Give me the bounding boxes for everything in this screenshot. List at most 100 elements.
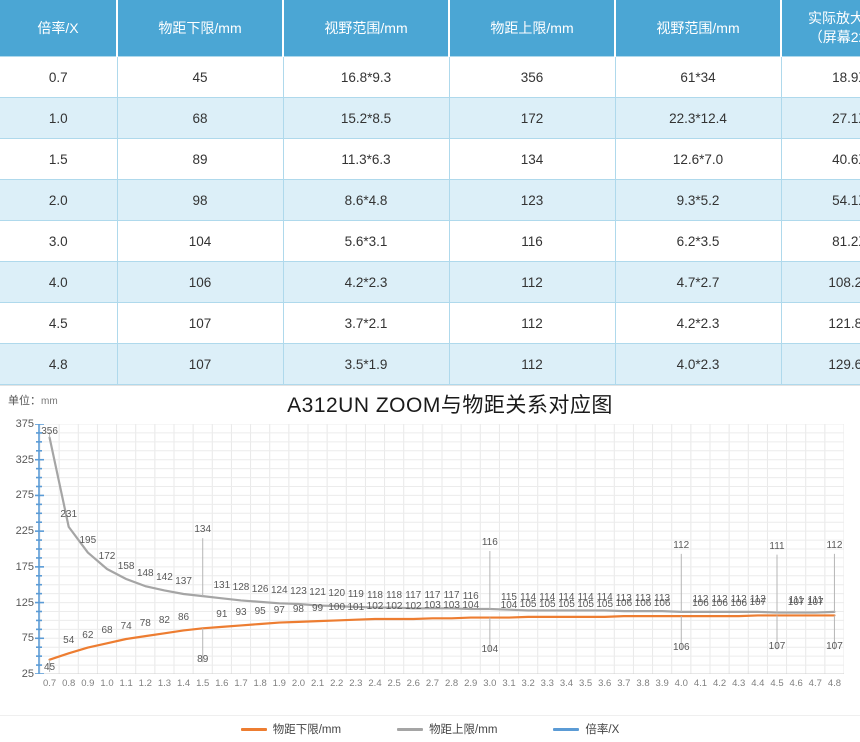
x-tick-label: 4.6	[789, 678, 803, 689]
legend-item[interactable]: 物距上限/mm	[397, 721, 497, 737]
chart-x-axis-labels: 0.7 0.8 0.9 1.0 1.1 1.2 1.3 1.4 1.5 1.6 1.7 1.8 1.9 2…	[40, 678, 844, 692]
data-label-lower: 107	[787, 597, 805, 609]
data-label-lower: 78	[139, 618, 151, 630]
y-tick-label: 375	[15, 418, 34, 430]
cell-wd-min: 107	[117, 343, 284, 385]
y-tick-label: 125	[15, 596, 34, 609]
column-header-fov-max: 视野范围/mm	[615, 0, 782, 57]
x-tick-label: 1.1	[119, 678, 133, 689]
data-label-upper: 117	[405, 590, 422, 602]
data-label-upper: 131	[213, 580, 231, 592]
x-tick-label: 3.4	[559, 678, 574, 689]
cell-fov-max: 61*34	[615, 56, 782, 98]
cell-magnification: 4.5	[0, 302, 118, 344]
column-header-wd-max: 物距上限/mm	[449, 0, 616, 57]
data-label-upper: 113	[635, 593, 651, 605]
legend-item[interactable]: 倍率/X	[553, 721, 619, 737]
cell-actual-magnification: 129.6X	[781, 343, 860, 385]
data-label-lower: 107	[768, 641, 786, 653]
data-label-upper: 142	[156, 572, 173, 584]
x-tick-label: 4.1	[693, 678, 708, 689]
column-header-fov-min: 视野范围/mm	[283, 0, 450, 57]
cell-fov-max: 9.3*5.2	[615, 179, 782, 221]
data-label-upper: 356	[41, 426, 58, 437]
cell-actual-magnification: 54.1X	[781, 179, 860, 221]
cell-magnification: 0.7	[0, 56, 118, 98]
x-tick-label: 2.5	[387, 678, 401, 689]
column-header-actual-magnification-line1: 实际放大倍率	[808, 10, 860, 27]
data-label-upper: 114	[577, 592, 594, 604]
data-label-upper: 128	[232, 582, 250, 594]
data-label-lower: 95	[254, 606, 266, 617]
x-tick-label: 0.8	[62, 678, 76, 689]
data-label-lower: 91	[216, 608, 228, 620]
series-line-1	[48, 436, 836, 614]
cell-fov-max: 22.3*12.4	[615, 97, 782, 139]
data-label-lower: 103	[443, 600, 460, 612]
data-label-upper: 116	[462, 591, 479, 602]
legend-label: 物距上限/mm	[429, 724, 498, 736]
legend-label: 物距下限/mm	[272, 724, 342, 736]
cell-wd-min: 98	[117, 179, 284, 221]
data-label-upper: 114	[558, 592, 575, 604]
cell-magnification: 4.8	[0, 343, 118, 385]
cell-magnification: 3.0	[0, 220, 118, 262]
data-label-upper: 119	[347, 588, 364, 600]
chart-y-axis-labels: 25 75 125 175 225 275 325 375	[0, 418, 38, 680]
cell-wd-min: 45	[117, 56, 284, 98]
x-tick-label: 4.4	[751, 678, 765, 689]
x-tick-label: 1.4	[176, 678, 191, 689]
data-label-upper: 112	[730, 593, 747, 605]
spec-table-header-row: 倍率/X 物距下限/mm 视野范围/mm 物距上限/mm 视野范围/mm 实际放…	[0, 0, 860, 57]
data-label-lower: 101	[347, 601, 365, 613]
x-tick-label: 3.7	[617, 678, 631, 689]
x-tick-label: 2.2	[330, 678, 344, 689]
data-label-lower: 107	[749, 597, 767, 609]
x-tick-label: 1.9	[272, 678, 286, 689]
x-tick-label: 2.0	[291, 678, 306, 689]
data-label-upper: 114	[539, 592, 556, 604]
data-label-upper: 112	[826, 539, 843, 551]
chart-svg	[40, 424, 844, 674]
x-tick-label: 1.2	[138, 678, 152, 689]
data-label-lower: 104	[481, 643, 499, 655]
column-header-actual-magnification: 实际放大倍率 （屏幕22in）	[781, 0, 860, 57]
spec-table-head: 倍率/X 物距下限/mm 视野范围/mm 物距上限/mm 视野范围/mm 实际放…	[0, 0, 860, 57]
data-label-upper: 114	[596, 592, 613, 604]
y-tick-label: 25	[21, 668, 34, 680]
x-tick-label: 3.5	[578, 678, 593, 689]
cell-fov-min: 4.2*2.3	[283, 261, 450, 303]
chart-gridlines	[40, 424, 844, 674]
x-tick-label: 1.7	[234, 678, 248, 689]
data-label-upper: 112	[673, 539, 690, 551]
data-label-upper: 121	[309, 587, 326, 599]
x-tick-label: 3.0	[483, 678, 497, 689]
zoom-working-distance-chart: 单位：mm A312UN ZOOM与物距关系对应图 25 75 125 175 225 2…	[0, 385, 860, 742]
x-tick-label: 2.6	[406, 678, 420, 689]
cell-fov-max: 4.7*2.7	[615, 261, 782, 303]
x-tick-label: 2.7	[425, 678, 440, 689]
x-tick-label: 1.0	[100, 678, 114, 689]
cell-actual-magnification: 40.6X	[781, 138, 860, 180]
data-label-lower: 104	[462, 599, 480, 611]
y-tick-label: 75	[21, 632, 34, 645]
legend-swatch-icon	[240, 727, 267, 731]
data-label-lower: 105	[596, 598, 614, 610]
cell-wd-max: 112	[449, 261, 616, 303]
y-tick-label: 325	[15, 453, 34, 466]
legend-item[interactable]: 物距下限/mm	[240, 721, 342, 737]
data-label-upper: 113	[654, 593, 671, 605]
cell-actual-magnification: 81.2X	[781, 220, 860, 262]
y-tick-label: 225	[15, 525, 34, 538]
column-header-actual-magnification-line2: （屏幕22in）	[808, 29, 860, 45]
chart-unit-value: mm	[41, 396, 58, 407]
cell-fov-max: 4.0*2.3	[615, 343, 782, 385]
chart-unit-label: 单位：mm	[8, 392, 58, 408]
cell-fov-min: 11.3*6.3	[283, 138, 450, 180]
cell-wd-max: 356	[449, 56, 616, 98]
data-label-lower: 99	[312, 603, 324, 615]
cell-actual-magnification: 18.9X	[781, 56, 860, 98]
x-tick-label: 3.3	[540, 678, 554, 689]
data-label-upper: 126	[251, 583, 269, 595]
